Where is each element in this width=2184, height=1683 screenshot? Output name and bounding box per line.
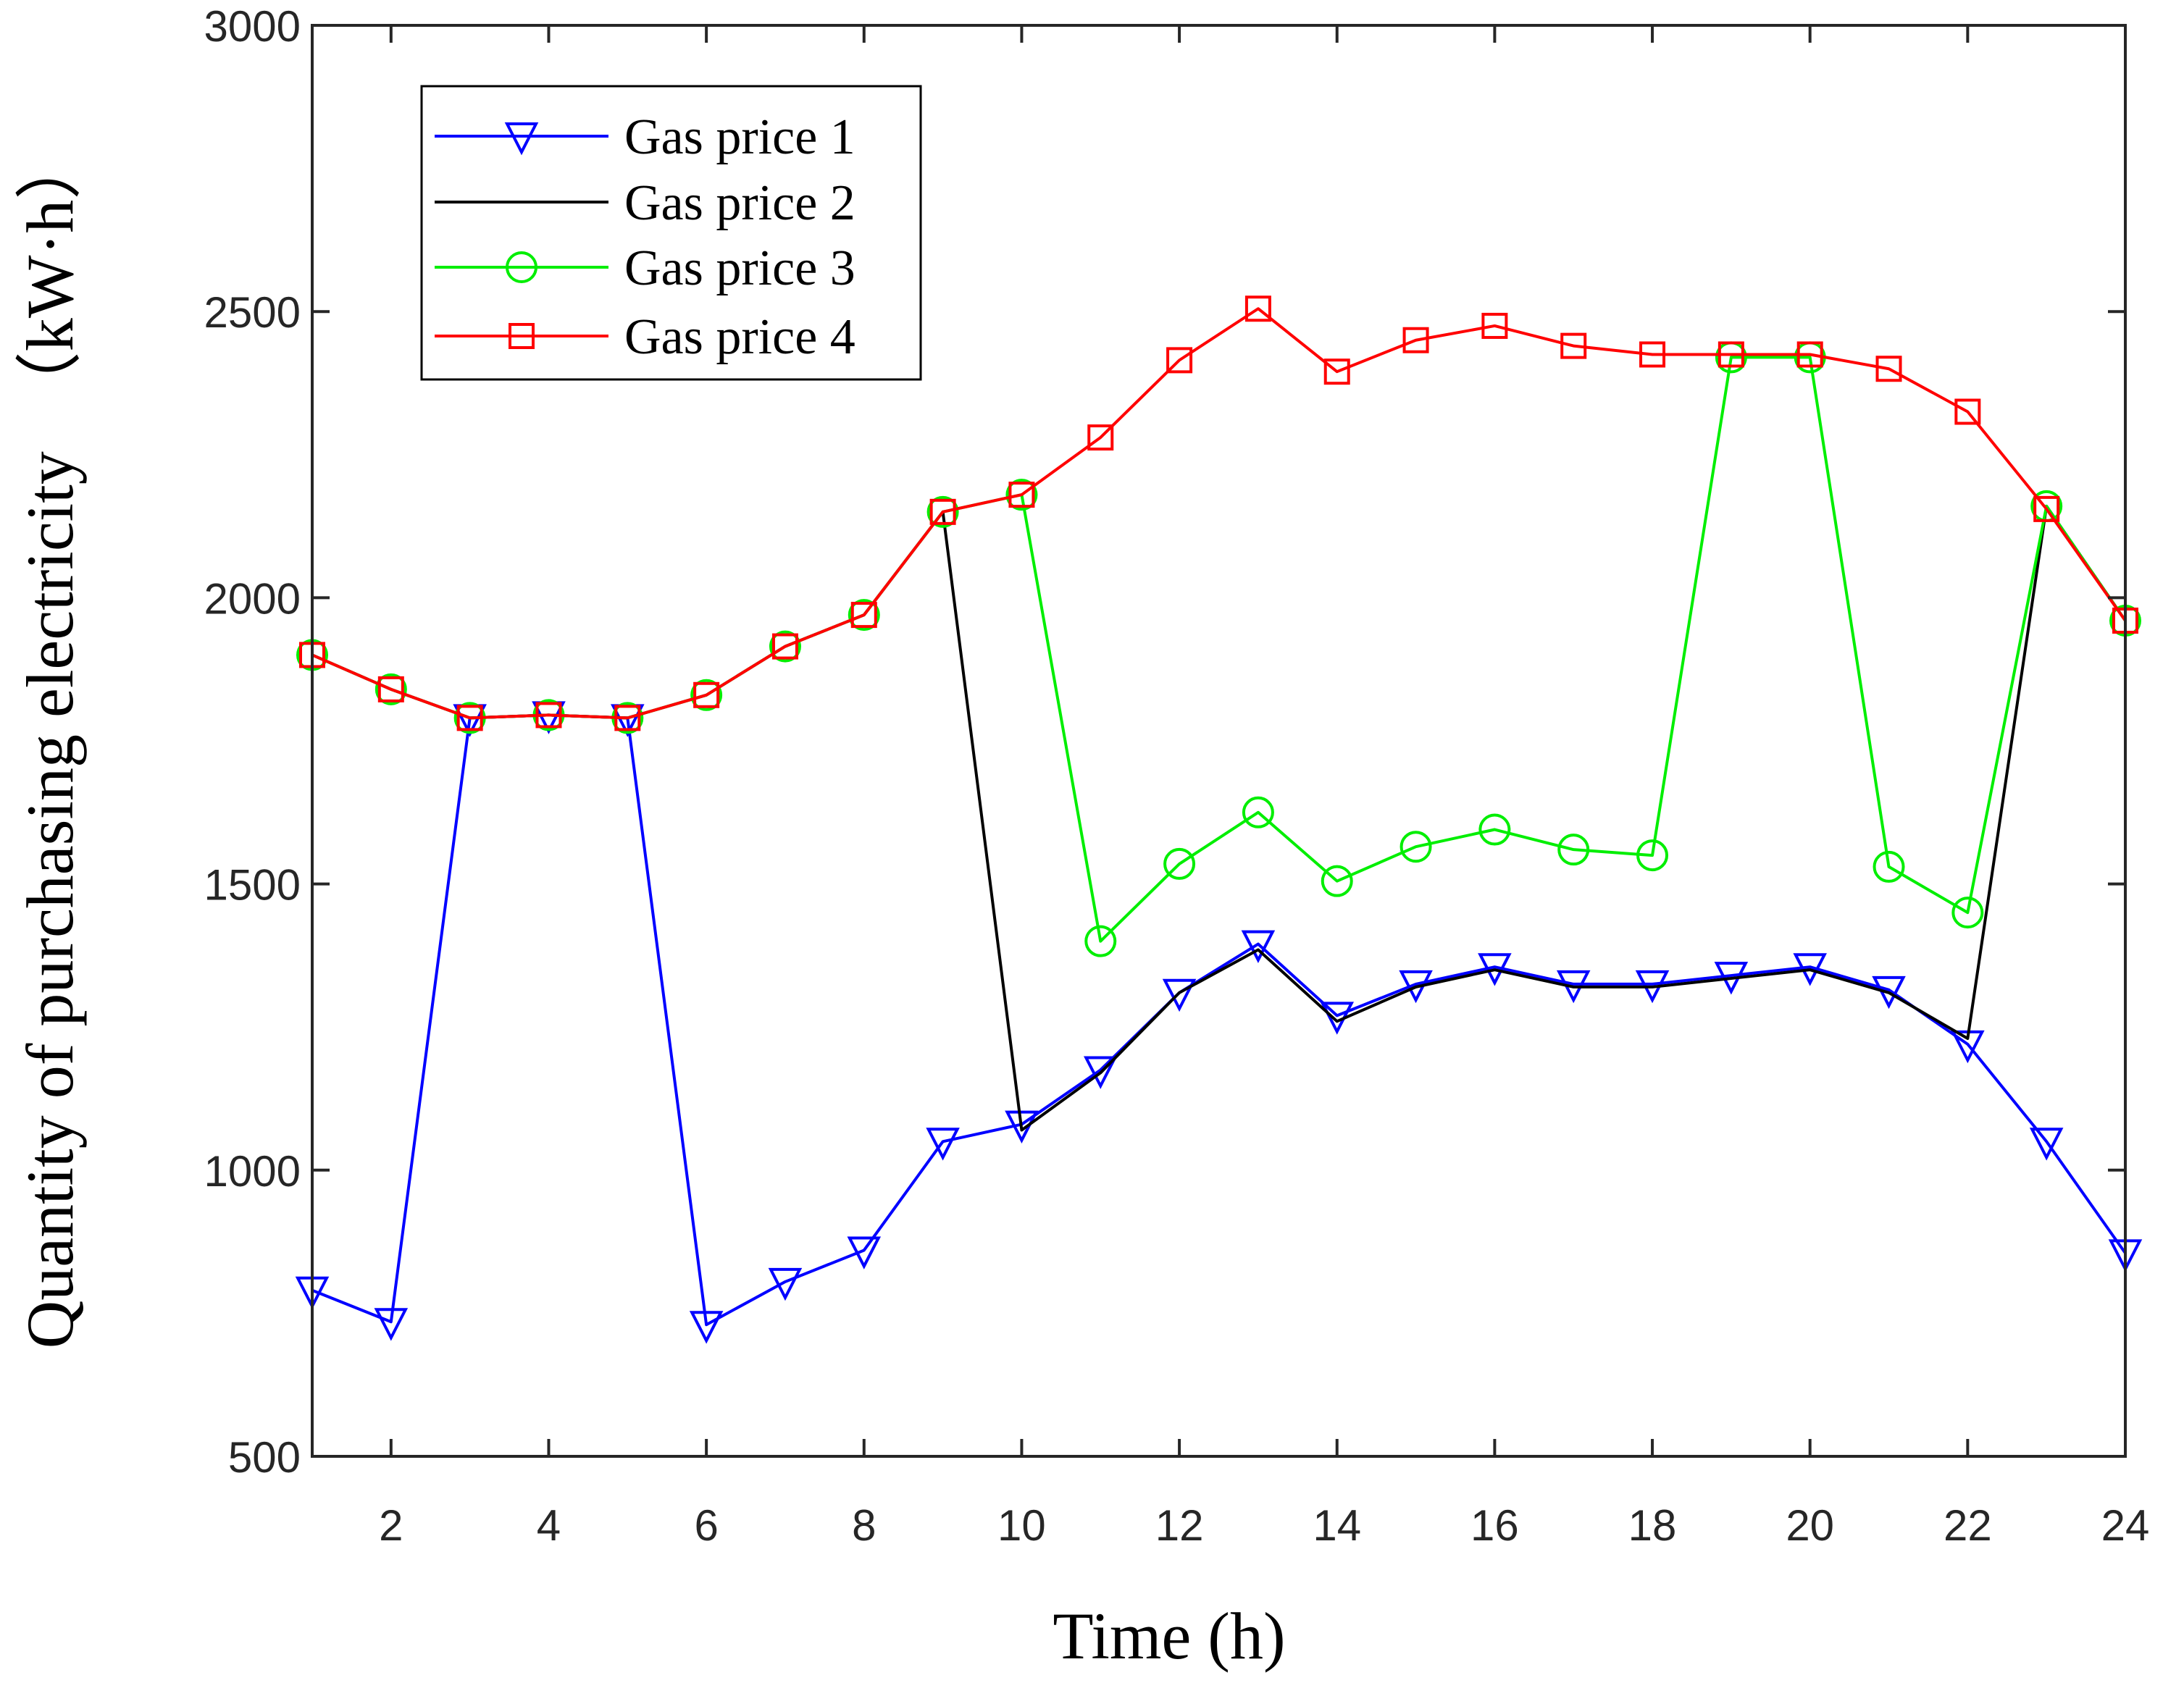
data-point	[1242, 796, 1274, 828]
data-point	[1244, 295, 1271, 322]
legend-item-2: Gas price 2	[435, 175, 855, 231]
legend-item-1: Gas price 1	[435, 109, 855, 165]
data-point	[375, 673, 407, 705]
x-tick-label: 4	[537, 1501, 561, 1550]
data-point	[926, 1128, 960, 1161]
data-point	[1639, 341, 1666, 368]
legend-item-4: Gas price 4	[435, 309, 855, 365]
data-point	[769, 630, 801, 663]
data-point	[1481, 312, 1508, 339]
data-point	[929, 498, 956, 525]
data-point	[1478, 813, 1511, 846]
data-point	[693, 681, 720, 708]
data-point	[1875, 356, 1902, 382]
y-tick-label: 2000	[204, 574, 301, 623]
y-tick-label: 2500	[204, 288, 301, 337]
data-point	[690, 679, 723, 711]
legend-label: Gas price 2	[624, 175, 855, 231]
y-tick-label: 1500	[204, 861, 301, 910]
data-point	[1954, 398, 1981, 425]
data-point	[848, 599, 880, 631]
data-point	[614, 705, 641, 731]
y-tick-label: 3000	[204, 2, 301, 51]
legend: Gas price 1 Gas price 2 Gas price 3 Gas pri…	[420, 85, 922, 381]
y-axis-title: Quantity of purchasing electricity （kW·h…	[13, 133, 87, 1349]
x-tick-label: 8	[852, 1501, 876, 1550]
data-point	[2029, 1128, 2064, 1161]
legend-label: Gas price 3	[624, 240, 855, 296]
x-tick-label: 16	[1470, 1501, 1519, 1550]
data-point	[1793, 953, 1827, 986]
x-tick-label: 10	[997, 1501, 1046, 1550]
data-point	[1087, 424, 1114, 451]
data-point	[1557, 834, 1590, 866]
legend-marker	[509, 323, 535, 349]
x-tick-label: 20	[1786, 1501, 1834, 1550]
data-point	[847, 1236, 882, 1269]
data-point	[926, 495, 959, 528]
data-point	[1718, 341, 1744, 368]
data-point	[1083, 1056, 1118, 1089]
data-point	[771, 633, 798, 660]
data-point	[1084, 925, 1117, 957]
x-tick-label: 24	[2101, 1501, 2150, 1550]
x-tick-label: 6	[694, 1501, 718, 1550]
data-point	[1402, 327, 1429, 353]
data-point	[1399, 831, 1432, 863]
data-point	[1478, 953, 1512, 986]
data-point	[535, 702, 562, 729]
data-point	[1560, 332, 1587, 359]
x-tick-label: 14	[1313, 1501, 1361, 1550]
tick-layer: 2 4 6 8 10 12 14 16 18 20 22 2450010001500200025003…	[204, 2, 2150, 1550]
x-tick-label: 22	[1944, 1501, 1992, 1550]
data-point	[1008, 482, 1035, 508]
series-line-4	[311, 307, 2127, 720]
y-tick-label: 1000	[204, 1147, 301, 1196]
data-point	[377, 676, 404, 702]
data-point	[768, 1267, 803, 1301]
data-point	[1321, 865, 1353, 897]
data-point	[1951, 897, 1984, 929]
legend-label: Gas price 1	[624, 109, 855, 165]
data-point	[1166, 347, 1193, 374]
data-point	[1162, 978, 1197, 1012]
series-layer	[295, 295, 2143, 1344]
data-point	[456, 705, 483, 731]
legend-marker	[506, 251, 537, 283]
data-point	[689, 1311, 724, 1344]
data-point	[1241, 930, 1276, 963]
x-tick-label: 2	[379, 1501, 403, 1550]
legend-item-3: Gas price 3	[435, 240, 855, 296]
y-tick-label: 500	[228, 1433, 301, 1482]
data-point	[1796, 341, 1823, 368]
data-point	[1163, 847, 1196, 880]
legend-label: Gas price 4	[624, 309, 855, 365]
data-point	[2033, 495, 2060, 522]
x-tick-label: 12	[1155, 1501, 1204, 1550]
legend-marker	[504, 122, 539, 156]
data-point	[1323, 358, 1350, 385]
data-point	[1005, 479, 1038, 511]
x-tick-label: 18	[1628, 1501, 1677, 1550]
data-point	[850, 602, 877, 629]
data-point	[1636, 839, 1669, 872]
plot-frame	[311, 24, 2127, 1458]
x-axis-title: Time (h)	[1053, 1599, 1285, 1673]
data-point	[1873, 850, 1905, 883]
data-point	[374, 1308, 409, 1341]
